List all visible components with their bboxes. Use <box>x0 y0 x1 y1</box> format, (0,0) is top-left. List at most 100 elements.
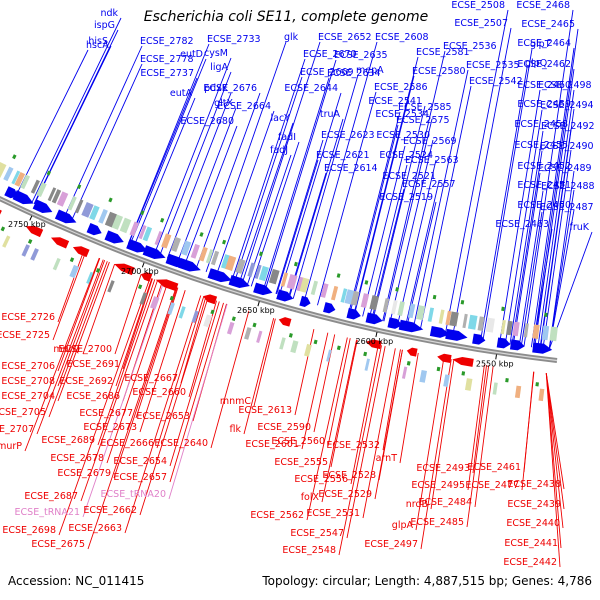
reverse-gene-label: ECSE_2705 <box>0 407 46 418</box>
reverse-gene-arrow <box>0 209 2 215</box>
feature-block <box>21 244 30 257</box>
feature-block <box>119 217 132 234</box>
reverse-gene-label: nrdB <box>406 499 428 510</box>
forward-gene-label: pdxK <box>204 83 229 94</box>
reverse-gene-label: ECSE_2704 <box>1 391 55 402</box>
label-leader-line <box>405 180 440 327</box>
label-leader-line <box>327 338 351 447</box>
label-leader-line <box>15 49 89 196</box>
forward-gene-arrow <box>104 230 124 244</box>
feature-block <box>532 324 540 339</box>
forward-gene-label: ECSE_2452 <box>517 161 571 172</box>
tick-mark <box>495 354 498 360</box>
label-leader-line <box>80 280 158 502</box>
reverse-gene-arrow <box>437 353 452 364</box>
feature-block <box>290 340 299 354</box>
feature-block <box>401 366 408 379</box>
feature-block <box>107 280 115 293</box>
reverse-gene-label: ECSE_2707 <box>0 424 34 435</box>
rna-gene-label: ECSE_tRNA20 <box>101 489 166 500</box>
tick-label: 2600 kbp <box>356 337 394 346</box>
reverse-gene-label: ECSE_2666 <box>100 438 154 449</box>
label-leader-line <box>362 145 406 317</box>
forward-gene-label: hisS <box>88 36 108 47</box>
label-leader-line <box>253 318 276 407</box>
reverse-gene-label: murP <box>0 441 22 452</box>
feature-block <box>226 321 235 335</box>
tick-mark <box>257 301 260 307</box>
label-leader-line <box>389 139 434 323</box>
reverse-gene-label: ECSE_2497 <box>364 539 418 550</box>
label-leader-line <box>57 261 110 402</box>
label-leader-line <box>511 150 543 345</box>
reverse-gene-label: ECSE_2663 <box>68 523 122 534</box>
reverse-gene-label: ECSE_2653 <box>136 411 190 422</box>
label-leader-line <box>169 301 220 467</box>
label-leader-line <box>415 357 445 531</box>
label-leader-line <box>419 85 472 330</box>
label-leader-line <box>154 57 232 254</box>
label-leader-line <box>303 41 378 302</box>
feature-block <box>549 326 558 342</box>
label-leader-line <box>58 277 151 536</box>
forward-gene-label: ECSE_2569 <box>403 136 457 147</box>
feature-block <box>247 262 256 278</box>
marker-dot <box>505 378 509 383</box>
feature-block <box>427 307 435 322</box>
marker-dot <box>199 232 204 237</box>
feature-block <box>139 292 148 305</box>
feature-block <box>210 250 220 266</box>
forward-gene-label: ECSE_2635 <box>334 50 388 61</box>
reverse-gene-label: ECSE_2438 <box>507 479 561 490</box>
reverse-gene-label: ECSE_2439 <box>507 499 561 510</box>
label-leader-line <box>82 282 164 518</box>
reverse-gene-label: ECSE_2698 <box>2 525 56 536</box>
label-leader-line <box>234 76 303 282</box>
label-leader-line <box>210 310 250 449</box>
label-leader-line <box>545 373 561 568</box>
forward-gene-arrow <box>86 223 102 236</box>
label-leader-line <box>288 118 344 298</box>
label-leader-line <box>122 278 153 370</box>
reverse-gene-label: ECSE_2442 <box>503 557 557 568</box>
reverse-gene-label: ECSE_2678 <box>50 453 104 464</box>
marker-dot <box>501 306 505 312</box>
feature-block <box>304 343 312 357</box>
feature-block <box>89 205 100 221</box>
label-leader-line <box>466 365 490 528</box>
label-leader-line <box>321 339 358 503</box>
reverse-gene-arrow <box>406 347 418 357</box>
reverse-gene-label: ECSE_2477 <box>465 480 519 491</box>
rna-gene-label: ECSE_tRNA21 <box>15 507 80 518</box>
feature-block <box>11 170 21 185</box>
marker-dot <box>336 345 341 351</box>
feature-block <box>3 166 14 182</box>
feature-block <box>419 369 428 383</box>
forward-gene-label: ECSE_2670 <box>303 49 357 60</box>
reverse-gene-label: ECSE_2692 <box>59 376 113 387</box>
reverse-gene-label: ECSE_2493 <box>416 463 470 474</box>
forward-gene-label: eutD <box>180 49 203 60</box>
label-leader-line <box>317 91 377 306</box>
feature-block <box>36 182 47 197</box>
marker-dot <box>460 300 465 305</box>
marker-dot <box>27 239 33 244</box>
forward-gene-label: ECSE_2563 <box>405 155 459 166</box>
reverse-gene-label: ECSE_2484 <box>418 497 472 508</box>
forward-gene-arrow <box>532 342 553 354</box>
forward-gene-arrow <box>346 308 361 320</box>
reverse-gene-label: ECSE_2691 <box>66 359 120 370</box>
forward-gene-label: ECSE_2524 <box>379 150 433 161</box>
label-leader-line <box>518 190 544 346</box>
label-leader-line <box>276 159 319 295</box>
reverse-gene-label: ECSE_2673 <box>83 422 137 433</box>
forward-gene-label: ECSE_2608 <box>375 32 429 43</box>
forward-gene-arrow <box>496 337 511 349</box>
label-leader-line <box>350 344 379 485</box>
forward-gene-label: ECSE_2676 <box>203 83 257 94</box>
feature-block <box>258 265 269 282</box>
forward-gene-label: ECSE_2519 <box>379 192 433 203</box>
forward-gene-label: ECSE_2450 <box>517 200 571 211</box>
feature-block <box>30 179 40 194</box>
